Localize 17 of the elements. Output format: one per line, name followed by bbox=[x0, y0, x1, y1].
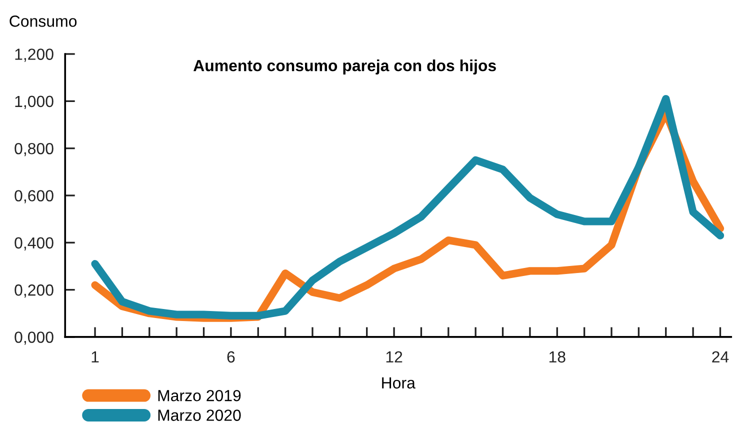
legend-label: Marzo 2020 bbox=[158, 410, 241, 421]
y-tick-label: 0,000 bbox=[14, 332, 54, 345]
y-tick-label: 1,200 bbox=[15, 48, 54, 62]
x-tick-label: 1 bbox=[92, 351, 99, 362]
x-tick-label: 12 bbox=[386, 351, 402, 362]
y-axis-title: Consumo bbox=[10, 16, 77, 27]
x-axis-title: Hora bbox=[382, 377, 416, 389]
y-tick-label: 0,400 bbox=[14, 237, 54, 250]
y-tick-label: 0,800 bbox=[14, 142, 54, 156]
chart-title: Aumento consumo pareja con dos hijos bbox=[193, 60, 496, 74]
legend-label: Marzo 2019 bbox=[158, 390, 241, 402]
y-tick-label: 0,600 bbox=[14, 190, 54, 204]
y-tick-label: 1,000 bbox=[15, 96, 54, 109]
y-tick-label: 0,200 bbox=[14, 284, 54, 298]
x-tick-label: 6 bbox=[227, 351, 235, 363]
x-tick-label: 18 bbox=[549, 351, 566, 363]
x-tick-label: 24 bbox=[712, 351, 729, 362]
